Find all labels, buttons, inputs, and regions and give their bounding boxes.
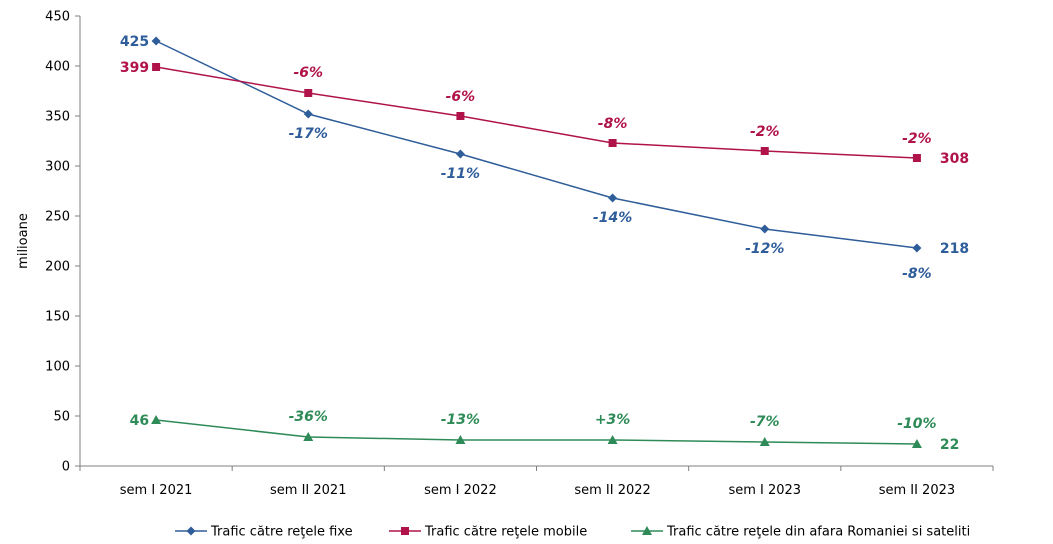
series-point [152, 63, 161, 71]
change-label: -11% [441, 166, 480, 182]
legend: Trafic către reţele fixe Trafic către reţ… [175, 525, 970, 540]
legend-marker [401, 527, 409, 535]
series-layer [151, 36, 922, 448]
legend-item-2: Trafic către reţele mobile [389, 525, 587, 540]
y-tick-label: 350 [45, 110, 70, 125]
legend-label: Trafic către reţele mobile [424, 525, 587, 540]
series-line [155, 40, 918, 249]
y-tick-label: 300 [45, 160, 70, 175]
x-tick-label: sem II 2023 [879, 483, 955, 498]
series-point [151, 415, 162, 424]
series-point [759, 437, 770, 446]
legend-label: Trafic către reţele din afara Romaniei s… [666, 525, 970, 540]
x-tick-label: sem I 2021 [120, 483, 193, 498]
axes: 0 50 100 150 200 250 300 350 400 450 sem I 2021 sem… [16, 10, 994, 498]
series-point [607, 435, 618, 444]
x-tick-label: sem I 2022 [424, 483, 497, 498]
legend-item-1: Trafic către reţele fixe [175, 525, 353, 540]
change-label: -10% [897, 416, 936, 432]
series-line [155, 66, 917, 159]
change-label: -12% [745, 241, 784, 257]
end-value-label: 218 [940, 241, 969, 257]
x-tick-label: sem II 2022 [574, 483, 650, 498]
change-label: -7% [750, 414, 780, 430]
series-point [912, 154, 921, 162]
series-point [912, 243, 922, 253]
change-label: +3% [595, 412, 631, 428]
series-2 [152, 63, 921, 162]
change-label: -8% [598, 116, 628, 132]
series-point [608, 193, 618, 203]
series-point [303, 432, 314, 441]
change-label: -6% [293, 65, 323, 81]
change-label: -8% [902, 266, 932, 282]
start-value-label: 399 [120, 60, 149, 76]
y-tick-label: 50 [53, 410, 70, 425]
change-label: -2% [750, 124, 780, 140]
change-label: -2% [902, 131, 932, 147]
start-value-label: 425 [120, 34, 149, 50]
y-tick-label: 450 [45, 10, 70, 25]
change-label: -17% [289, 126, 328, 142]
series-point [760, 224, 770, 234]
legend-marker [186, 526, 196, 536]
data-labels: 425 218 -17% -11% -14% -12% -8% 399 308 -6% -6% -8%… [120, 34, 969, 453]
x-tick-label: sem II 2021 [270, 483, 346, 498]
y-tick-label: 0 [62, 460, 70, 475]
series-point [455, 149, 465, 159]
series-point [151, 36, 161, 46]
change-label: -6% [446, 89, 476, 105]
series-point [455, 435, 466, 444]
series-point [304, 89, 313, 97]
legend-label: Trafic către reţele fixe [210, 525, 353, 540]
y-tick-label: 250 [45, 210, 70, 225]
series-point [911, 439, 922, 448]
change-label: -13% [441, 412, 480, 428]
y-tick-label: 100 [45, 360, 70, 375]
x-tick-label: sem I 2023 [728, 483, 801, 498]
y-tick-label: 400 [45, 60, 70, 75]
series-line [156, 419, 917, 445]
change-label: -36% [289, 409, 328, 425]
series-point [608, 139, 617, 147]
start-value-label: 46 [130, 413, 149, 429]
end-value-label: 22 [940, 437, 959, 453]
end-value-label: 308 [940, 151, 969, 167]
series-point [456, 112, 465, 120]
y-axis-title: milioane [16, 213, 31, 269]
series-1 [151, 36, 922, 253]
legend-item-3: Trafic către reţele din afara Romaniei s… [631, 525, 970, 540]
y-tick-label: 200 [45, 260, 70, 275]
series-point [760, 147, 769, 155]
change-label: -14% [593, 210, 632, 226]
legend-marker [642, 526, 652, 535]
series-3 [151, 415, 922, 448]
series-point [303, 109, 313, 119]
y-tick-label: 150 [45, 310, 70, 325]
